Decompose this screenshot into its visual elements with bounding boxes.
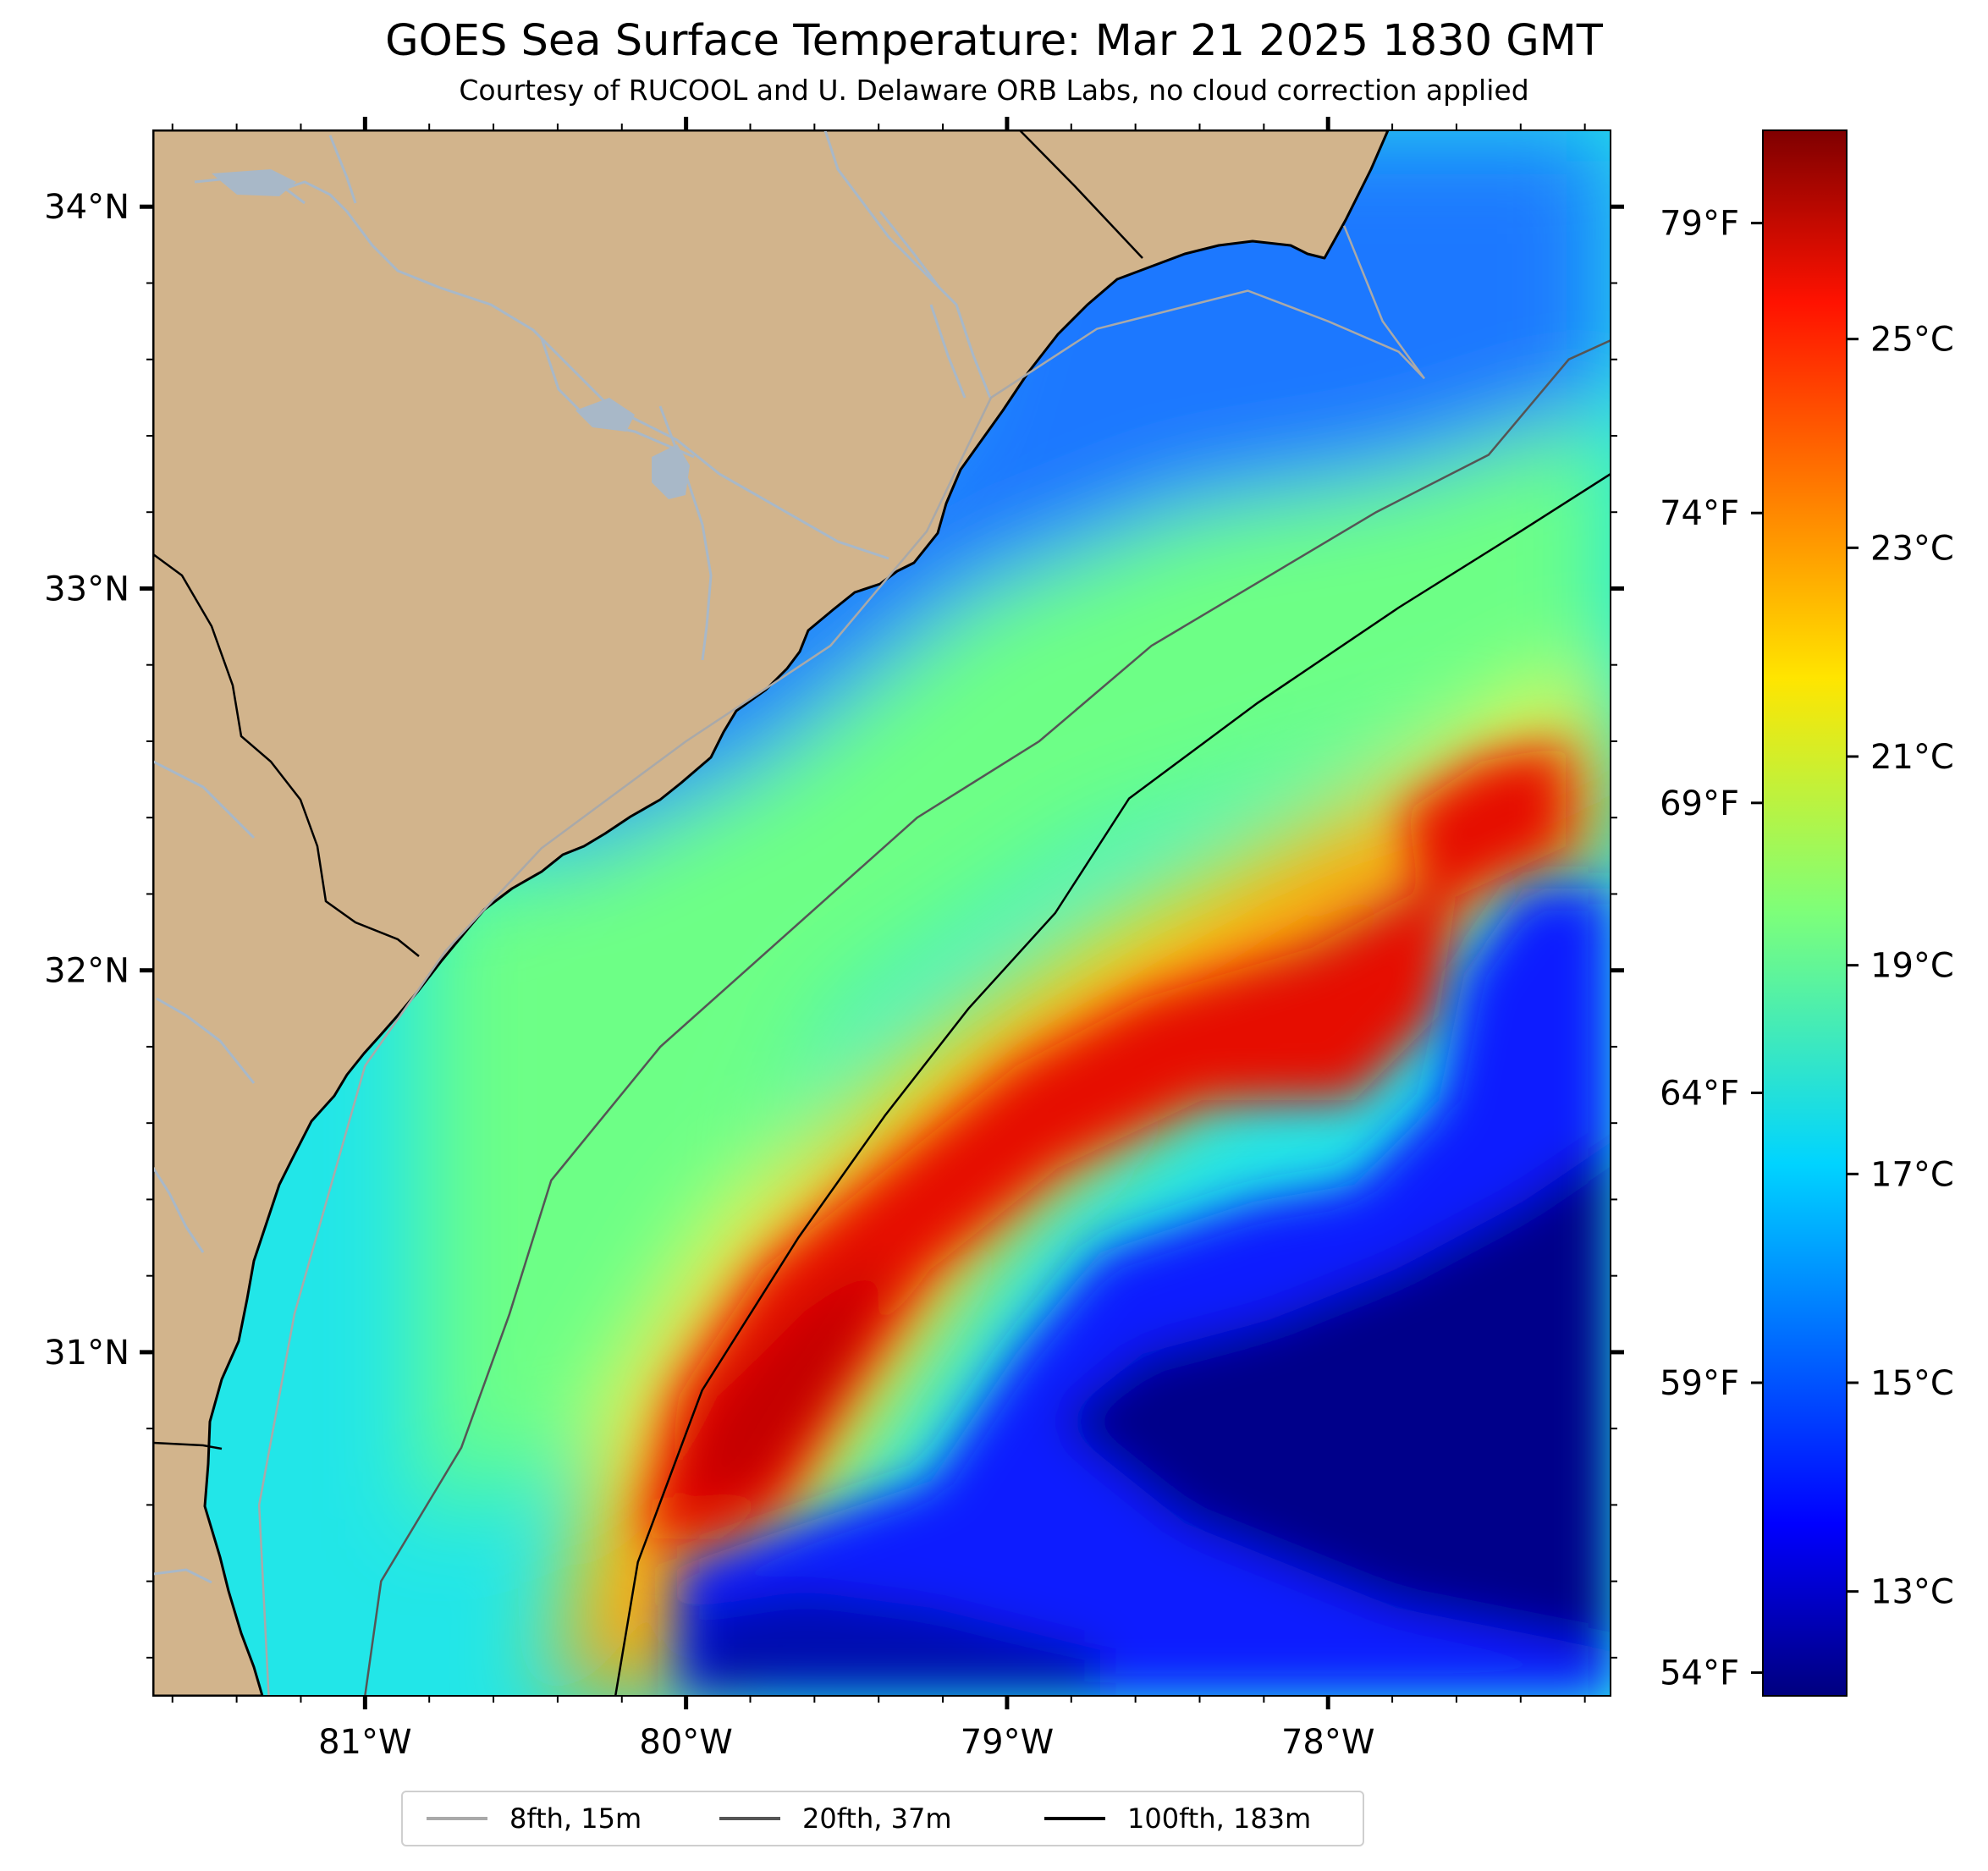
celsius-tick-label: 21°C: [1870, 738, 1954, 777]
legend-swatch-20fth: [719, 1817, 780, 1820]
lon-tick-label: 78°W: [1281, 1723, 1374, 1762]
legend-label-20fth: 20fth, 37m: [802, 1802, 952, 1835]
celsius-tick-label: 25°C: [1870, 321, 1954, 360]
isobath-100fth-line: [614, 473, 1611, 1696]
legend-swatch-8fth: [427, 1817, 487, 1820]
isobaths: [257, 225, 1611, 1696]
lon-tick-label: 79°W: [961, 1723, 1054, 1762]
colorbar-gradient: [1762, 129, 1848, 1697]
lakes: [212, 169, 690, 499]
land-mass: [153, 130, 1390, 1696]
fahrenheit-tick-label: 74°F: [1660, 494, 1739, 533]
lat-tick-label: 31°N: [44, 1334, 129, 1373]
colorbar: 13°C 15°C 17°C 19°C 21°C 23°C 25°C 54°F 59°F 64°F…: [1660, 129, 1954, 1697]
map-ticks: 81°W 80°W 79°W 78°W 31°N 32°N 33°N 34°N: [44, 117, 1624, 1762]
celsius-tick-label: 17°C: [1870, 1155, 1954, 1194]
fahrenheit-tick-label: 59°F: [1660, 1364, 1739, 1403]
isobath-8fth-line: [257, 225, 1426, 1696]
lat-tick-label: 34°N: [44, 188, 129, 227]
map-frame: [152, 129, 1611, 1697]
map-title: GOES Sea Surface Temperature: Mar 21 202…: [385, 16, 1603, 66]
fahrenheit-tick-label: 79°F: [1660, 205, 1739, 244]
legend-label-8fth: 8fth, 15m: [509, 1802, 642, 1835]
lon-tick-label: 81°W: [318, 1723, 411, 1762]
fahrenheit-tick-label: 64°F: [1660, 1074, 1739, 1113]
celsius-tick-label: 15°C: [1870, 1364, 1954, 1403]
isobath-legend: 8fth, 15m 20fth, 37m 100fth, 183m: [401, 1791, 1364, 1846]
isobath-20fth-line: [364, 339, 1611, 1696]
legend-entry-20fth: 20fth, 37m: [719, 1792, 951, 1845]
legend-entry-100fth: 100fth, 183m: [1044, 1792, 1311, 1845]
lat-tick-label: 32°N: [44, 952, 129, 991]
celsius-tick-label: 23°C: [1870, 529, 1954, 568]
map-area: [153, 130, 1611, 1696]
colorbar-ticks: 13°C 15°C 17°C 19°C 21°C 23°C 25°C 54°F 59°F 64°F…: [1660, 205, 1954, 1693]
fahrenheit-tick-label: 69°F: [1660, 784, 1739, 823]
lon-tick-label: 80°W: [639, 1723, 732, 1762]
fahrenheit-tick-label: 54°F: [1660, 1654, 1739, 1693]
lat-tick-label: 33°N: [44, 570, 129, 608]
legend-entry-8fth: 8fth, 15m: [427, 1792, 642, 1845]
map-subtitle: Courtesy of RUCOOL and U. Delaware ORB L…: [459, 74, 1529, 107]
legend-swatch-100fth: [1044, 1817, 1105, 1820]
celsius-tick-label: 13°C: [1870, 1573, 1954, 1612]
legend-label-100fth: 100fth, 183m: [1127, 1802, 1312, 1835]
celsius-tick-label: 19°C: [1870, 947, 1954, 986]
state-boundaries: [153, 130, 1143, 1450]
